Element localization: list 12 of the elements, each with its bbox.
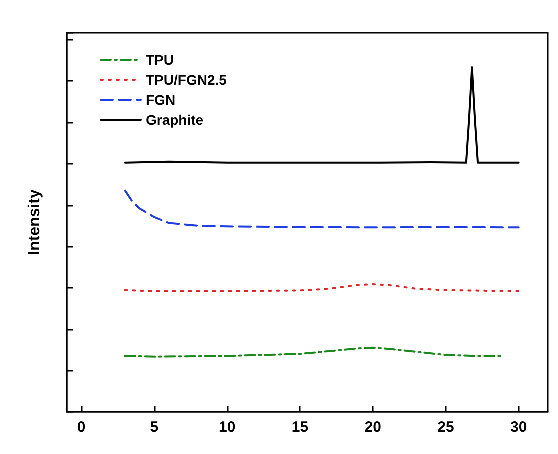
legend-label: TPU/FGN2.5 <box>146 72 228 88</box>
y-axis-title: Intensity <box>26 190 44 256</box>
x-tick-label: 20 <box>364 419 382 436</box>
x-tick-label: 5 <box>150 419 159 436</box>
x-tick-label: 0 <box>77 419 86 436</box>
x-tick-label: 15 <box>292 419 309 436</box>
x-tick-label: 10 <box>218 419 236 436</box>
legend-label: FGN <box>146 92 176 108</box>
x-tick-label: 25 <box>438 419 454 436</box>
x-tick-label: 30 <box>510 419 528 436</box>
legend-label: Graphite <box>146 112 204 128</box>
legend-label: TPU <box>146 52 174 68</box>
